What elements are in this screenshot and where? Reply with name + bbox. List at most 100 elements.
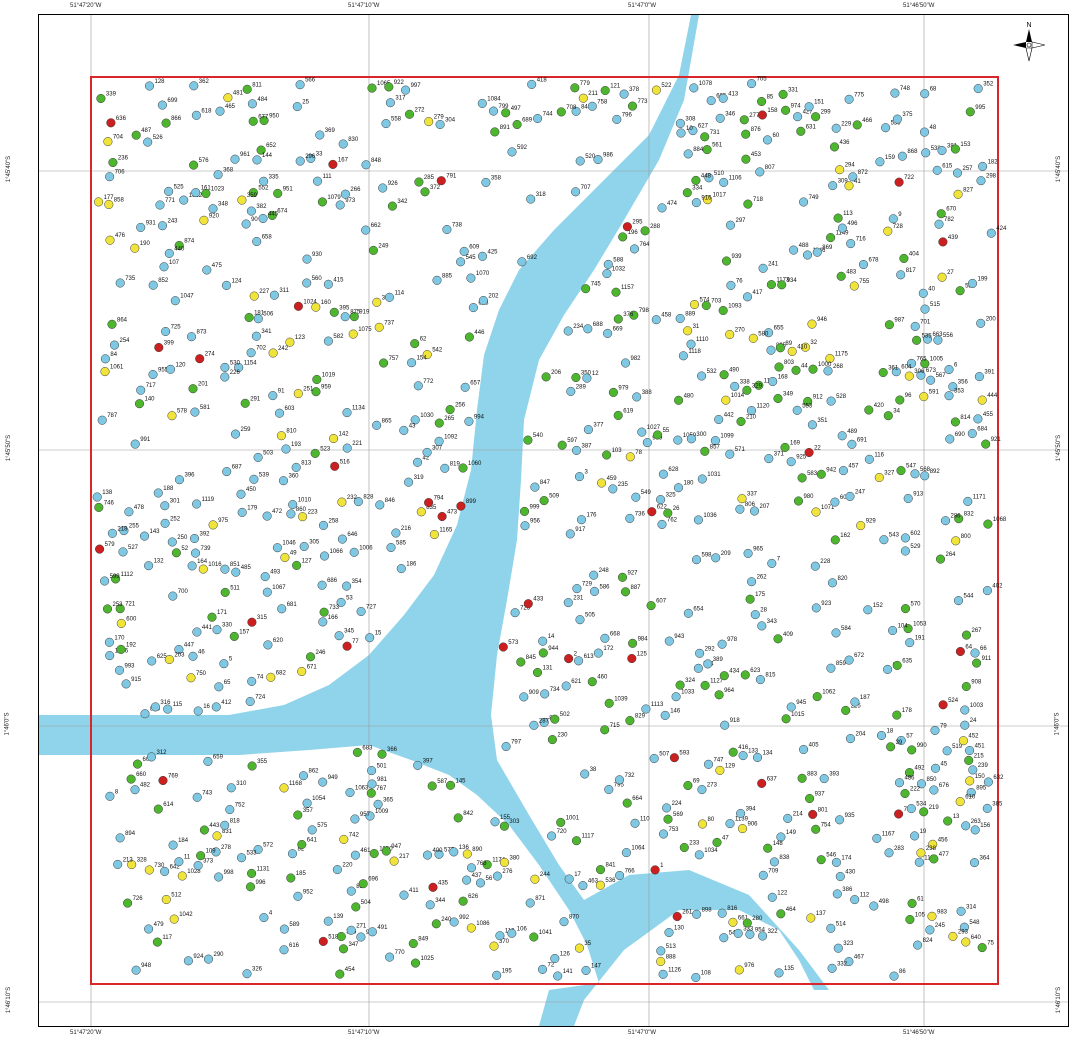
survey-point[interactable]: 187 [850, 695, 871, 707]
survey-point[interactable]: 632 [983, 775, 1004, 787]
survey-point[interactable]: 344 [425, 898, 446, 910]
survey-point[interactable]: 475 [202, 263, 223, 275]
survey-point[interactable]: 747 [703, 757, 724, 769]
survey-point[interactable]: 947 [381, 844, 402, 856]
survey-point[interactable]: 598 [691, 553, 712, 565]
survey-point[interactable]: 300 [686, 432, 707, 444]
survey-point[interactable]: 215 [964, 753, 984, 765]
survey-point[interactable]: 113 [833, 211, 854, 223]
survey-point[interactable]: 294 [835, 163, 855, 175]
survey-point[interactable]: 279 [424, 115, 444, 127]
survey-point[interactable]: 1134 [342, 406, 366, 418]
survey-point[interactable]: 1062 [812, 690, 836, 702]
survey-point[interactable]: 504 [351, 900, 372, 912]
survey-point[interactable]: 520 [575, 154, 596, 166]
survey-point[interactable]: 218 [107, 526, 128, 538]
survey-point[interactable]: 492 [904, 766, 925, 778]
survey-point[interactable]: 559 [881, 121, 901, 133]
survey-point[interactable]: 814 [950, 415, 971, 427]
survey-point[interactable]: 991 [130, 437, 151, 449]
survey-point[interactable]: 799 [488, 104, 509, 116]
survey-point[interactable]: 1119 [192, 497, 215, 509]
survey-point[interactable]: 227 [249, 289, 270, 301]
survey-point[interactable]: 998 [214, 870, 234, 882]
survey-point[interactable]: 209 [711, 551, 731, 563]
survey-point[interactable]: 394 [736, 807, 756, 819]
survey-point[interactable]: 584 [831, 626, 852, 638]
survey-point[interactable]: 280 [742, 916, 763, 928]
survey-point[interactable]: 974 [781, 103, 801, 115]
survey-point[interactable]: 111 [312, 174, 332, 186]
survey-point[interactable]: 1175 [825, 352, 849, 364]
survey-point[interactable]: 362 [189, 79, 210, 91]
survey-point[interactable]: 983 [927, 909, 948, 921]
survey-point[interactable]: 858 [104, 198, 125, 210]
survey-point[interactable]: 339 [96, 92, 117, 104]
survey-point[interactable]: 566 [295, 78, 316, 90]
survey-point[interactable]: 207 [749, 504, 770, 516]
survey-point[interactable]: 489 [837, 429, 858, 441]
survey-point[interactable]: 527 [118, 545, 139, 557]
survey-point[interactable]: 5 [219, 657, 233, 669]
survey-point[interactable]: 631 [796, 124, 817, 136]
survey-point[interactable]: 376 [613, 312, 634, 324]
survey-point[interactable]: 850 [916, 777, 937, 789]
survey-point[interactable]: 717 [136, 383, 156, 395]
survey-point[interactable]: 935 [835, 813, 855, 825]
survey-point[interactable]: 476 [105, 233, 126, 245]
survey-point[interactable]: 484 [247, 97, 268, 109]
survey-point[interactable]: 737 [374, 320, 395, 332]
survey-point[interactable]: 1064 [621, 846, 645, 858]
survey-point[interactable]: 221 [342, 441, 363, 453]
survey-point[interactable]: 758 [587, 99, 608, 111]
survey-point[interactable]: 734 [540, 687, 560, 699]
survey-point[interactable]: 496 [837, 221, 858, 233]
survey-point[interactable]: 1066 [319, 549, 344, 561]
survey-point[interactable]: 716 [846, 237, 866, 249]
survey-point[interactable]: 723 [510, 606, 531, 618]
survey-point[interactable]: 848 [361, 158, 382, 170]
survey-point[interactable]: 511 [220, 585, 241, 597]
survey-point[interactable]: 491 [367, 925, 388, 937]
survey-point[interactable]: 168 [768, 375, 788, 387]
survey-point[interactable]: 755 [849, 279, 870, 291]
survey-point[interactable]: 532 [697, 369, 717, 381]
survey-point[interactable]: 718 [743, 197, 764, 209]
survey-point[interactable]: 1019 [312, 373, 336, 385]
survey-point[interactable]: 752 [225, 803, 246, 815]
survey-point[interactable]: 765 [906, 356, 927, 368]
survey-point[interactable]: 91 [268, 389, 286, 401]
survey-point[interactable]: 439 [938, 235, 959, 247]
survey-point[interactable]: 1024 [293, 299, 317, 311]
survey-point[interactable]: 192 [116, 642, 137, 654]
survey-point[interactable]: 673 [916, 368, 937, 380]
survey-point[interactable]: 921 [981, 437, 1001, 449]
survey-point[interactable]: 815 [755, 673, 776, 685]
survey-point[interactable]: 316 [150, 700, 171, 712]
survey-point[interactable]: 2 [564, 652, 578, 664]
survey-point[interactable]: 77 [342, 639, 360, 651]
survey-point[interactable]: 870 [559, 915, 580, 927]
survey-point[interactable]: 266 [340, 187, 361, 199]
survey-point[interactable]: 568 [910, 467, 931, 479]
survey-point[interactable]: 239 [968, 763, 989, 775]
survey-point[interactable]: 425 [477, 249, 498, 261]
survey-point[interactable]: 446 [464, 330, 485, 342]
survey-point[interactable]: 138 [92, 490, 113, 502]
survey-point[interactable]: 222 [900, 787, 921, 799]
survey-point[interactable]: 576 [189, 158, 209, 170]
survey-point[interactable]: 873 [186, 330, 207, 342]
survey-point[interactable]: 180 [673, 481, 694, 493]
survey-point[interactable]: 327 [874, 471, 895, 483]
survey-point[interactable]: 721 [115, 602, 136, 614]
survey-point[interactable]: 709 [758, 868, 779, 880]
survey-point[interactable]: 663 [922, 332, 943, 344]
survey-point[interactable]: 641 [297, 838, 318, 850]
survey-point[interactable]: 75 [977, 941, 995, 953]
survey-point[interactable]: 233 [679, 841, 700, 853]
survey-point[interactable]: 145 [445, 778, 466, 790]
survey-point[interactable]: 1117 [571, 834, 595, 846]
survey-point[interactable]: 787 [97, 413, 118, 425]
survey-point[interactable]: 52 [171, 546, 189, 558]
survey-point[interactable]: 937 [805, 792, 825, 804]
